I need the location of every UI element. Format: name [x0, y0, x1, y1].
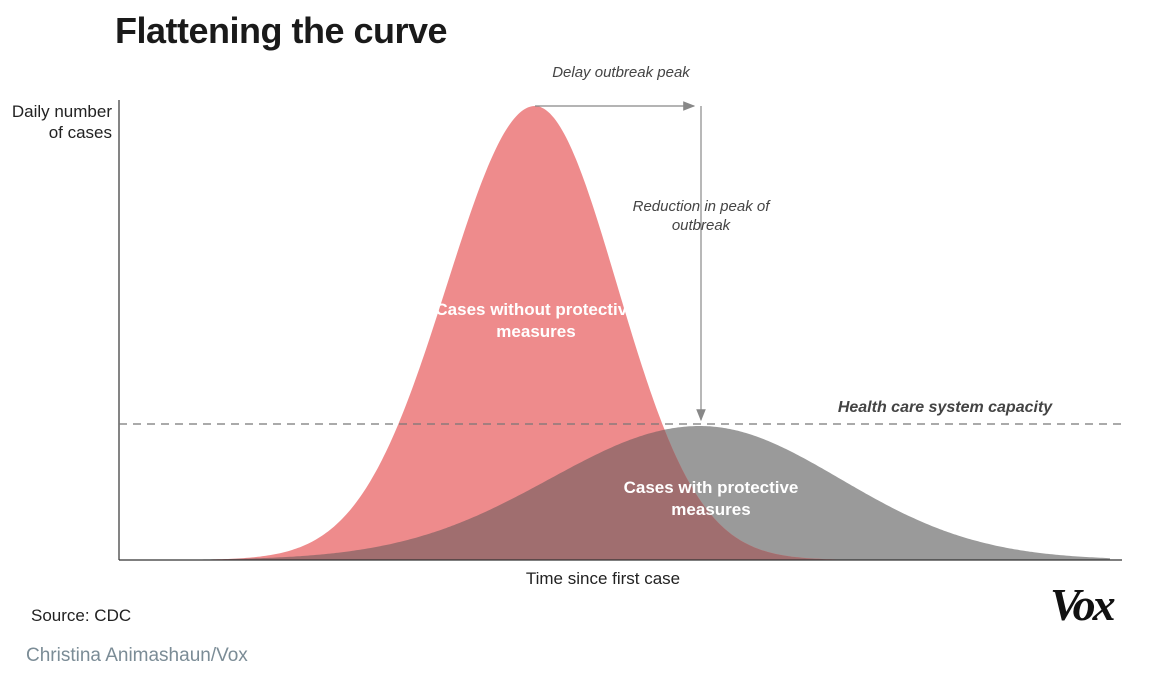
curve-without-measures: [130, 106, 1000, 560]
chart-title: Flattening the curve: [115, 10, 448, 51]
capacity-label: Health care system capacity: [837, 399, 1053, 416]
source-note: Source: CDC: [31, 606, 132, 625]
y-axis-label: Daily number of cases: [11, 102, 112, 142]
x-axis-label: Time since first case: [525, 569, 681, 588]
curve-with-label: Cases with protective measures: [623, 478, 799, 519]
curve-without-label: Cases without protective measures: [435, 300, 637, 341]
delay-annotation: Delay outbreak peak: [552, 64, 690, 81]
vox-logo: Vox: [1050, 579, 1116, 630]
reduction-annotation: Reduction in peak of outbreak: [632, 198, 770, 234]
credit-line: Christina Animashaun/Vox: [26, 645, 248, 666]
